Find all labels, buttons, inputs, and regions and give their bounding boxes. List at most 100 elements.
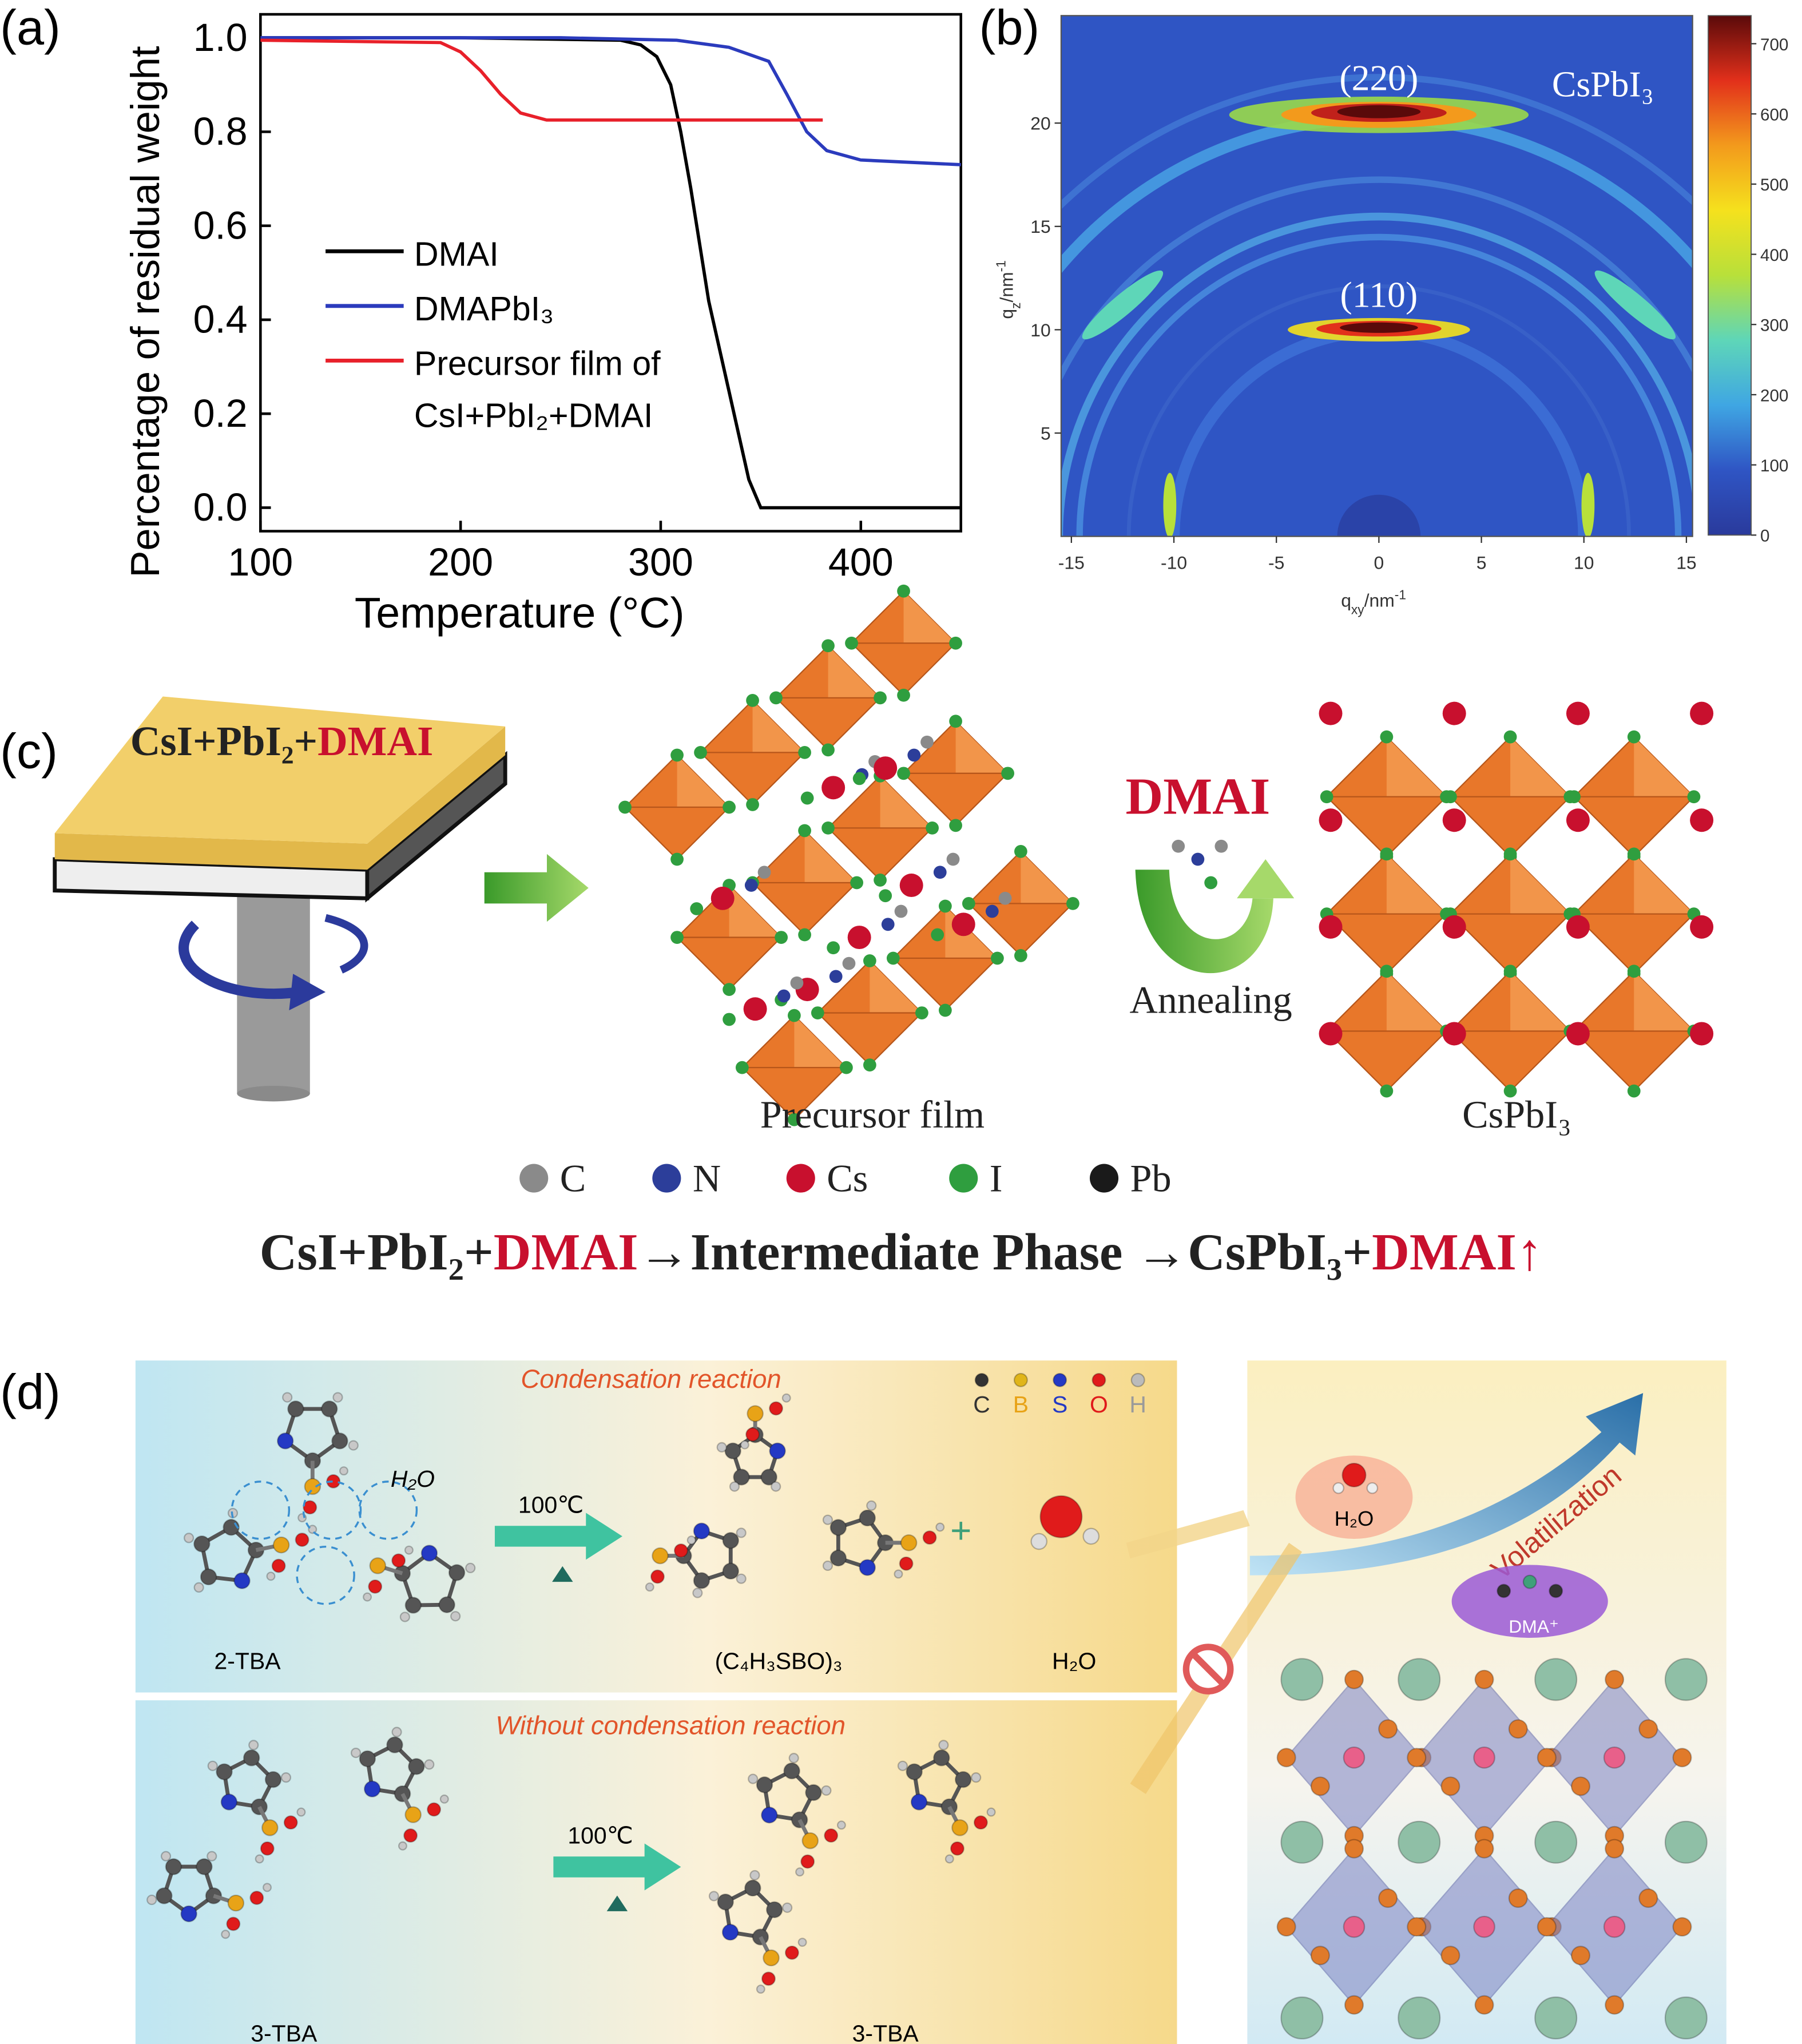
atom	[263, 1883, 272, 1892]
atom	[216, 1763, 233, 1780]
iodide	[811, 1006, 824, 1019]
atom	[1664, 1658, 1708, 1701]
cesium	[951, 912, 975, 936]
atom-swatch	[652, 1164, 681, 1193]
atom	[800, 1854, 815, 1869]
film-side	[54, 726, 506, 870]
rotation-arrowhead	[289, 974, 326, 1011]
atom	[348, 1440, 359, 1451]
atom	[922, 1530, 937, 1545]
atom	[193, 1582, 204, 1593]
equation-part: DMAI	[494, 1223, 638, 1281]
atom	[1440, 1776, 1460, 1796]
atom	[722, 1562, 740, 1580]
atom	[1534, 1996, 1578, 2040]
element-label: H	[1129, 1391, 1146, 1418]
atom	[363, 1592, 372, 1602]
iodide	[1380, 847, 1394, 861]
axis-title-part: q	[1341, 590, 1351, 611]
element-label: C	[973, 1391, 990, 1418]
colorbar-tick-label: 300	[1760, 316, 1788, 335]
octahedron-face	[804, 830, 857, 883]
diffraction-ring	[1061, 176, 1693, 382]
axis-title-part: q	[997, 309, 1017, 319]
panel-label: (a)	[0, 0, 61, 55]
atom	[1310, 1776, 1330, 1796]
atom	[304, 1478, 321, 1495]
x-axis-title: qxy/nm-1	[1341, 588, 1406, 617]
atom	[369, 1557, 387, 1574]
iodide	[931, 928, 944, 942]
cesium	[1566, 808, 1590, 832]
atom	[156, 1887, 173, 1904]
atom	[782, 1902, 793, 1913]
atom	[1398, 1996, 1441, 2040]
atom	[824, 1828, 839, 1843]
atom	[950, 1841, 964, 1856]
iodide	[897, 584, 910, 598]
atom-label: N	[693, 1156, 721, 1200]
nitrogen	[1191, 852, 1205, 866]
cesium	[1566, 701, 1590, 725]
cesium	[821, 776, 846, 800]
iodide	[798, 746, 811, 759]
scheme-title: Without condensation reaction	[495, 1710, 846, 1740]
colorbar-tick-label: 600	[1760, 105, 1788, 124]
plus-sign: +	[950, 1510, 971, 1551]
atom	[1537, 1748, 1557, 1768]
iodide	[1380, 1084, 1394, 1098]
atom	[1280, 1658, 1324, 1701]
hot-spot	[1340, 322, 1418, 333]
atom	[894, 1569, 903, 1579]
element-label: O	[1090, 1391, 1108, 1418]
cesium	[1442, 1022, 1466, 1046]
reactant-label: 3-TBA	[251, 2020, 317, 2044]
cesium	[847, 926, 871, 950]
atom	[736, 1573, 747, 1584]
axis-title-part: -1	[1395, 588, 1406, 602]
atom	[1344, 1669, 1364, 1689]
atom	[283, 1815, 298, 1830]
series-line	[260, 38, 823, 122]
product-label: CsPbI₃	[1462, 1093, 1571, 1136]
iodide	[670, 852, 684, 866]
atom	[859, 1559, 876, 1576]
atom	[692, 1587, 703, 1598]
atom	[404, 1806, 422, 1823]
carbon	[998, 891, 1012, 905]
atom	[1605, 1995, 1625, 2015]
iodide	[886, 951, 900, 965]
diffraction-ring	[1061, 74, 1693, 210]
hydrogen-bond-ring	[302, 1481, 362, 1540]
iodide	[1627, 965, 1641, 978]
temperature-label: 100℃	[518, 1491, 584, 1518]
iodide	[1001, 767, 1014, 780]
atom-swatch	[949, 1164, 978, 1193]
atom	[822, 1560, 833, 1571]
atom	[836, 1820, 846, 1830]
atom	[1378, 1719, 1398, 1739]
atom	[747, 1405, 764, 1422]
y-tick-label: 10	[1030, 320, 1050, 340]
annealing-arrowhead	[1237, 859, 1295, 899]
diffraction-ring	[1126, 284, 1631, 537]
iodide	[1380, 730, 1394, 744]
atom	[1332, 1482, 1344, 1494]
atom	[1474, 1995, 1494, 2015]
atom	[266, 1571, 276, 1581]
atom	[1310, 1946, 1330, 1966]
element-label: B	[1013, 1391, 1029, 1418]
colorbar	[1708, 15, 1752, 536]
iodide	[845, 636, 858, 650]
carbon	[946, 852, 960, 866]
iodide	[1687, 790, 1701, 804]
reaction-arrow	[553, 1843, 681, 1891]
atom	[404, 1597, 422, 1614]
atom	[1549, 1583, 1563, 1598]
iodide	[788, 1009, 801, 1022]
cesium	[1319, 1022, 1343, 1046]
atom	[769, 1401, 784, 1416]
atom	[783, 1762, 800, 1780]
arc-spot	[1082, 270, 1164, 340]
hydrogen-bond-ring	[296, 1545, 355, 1605]
